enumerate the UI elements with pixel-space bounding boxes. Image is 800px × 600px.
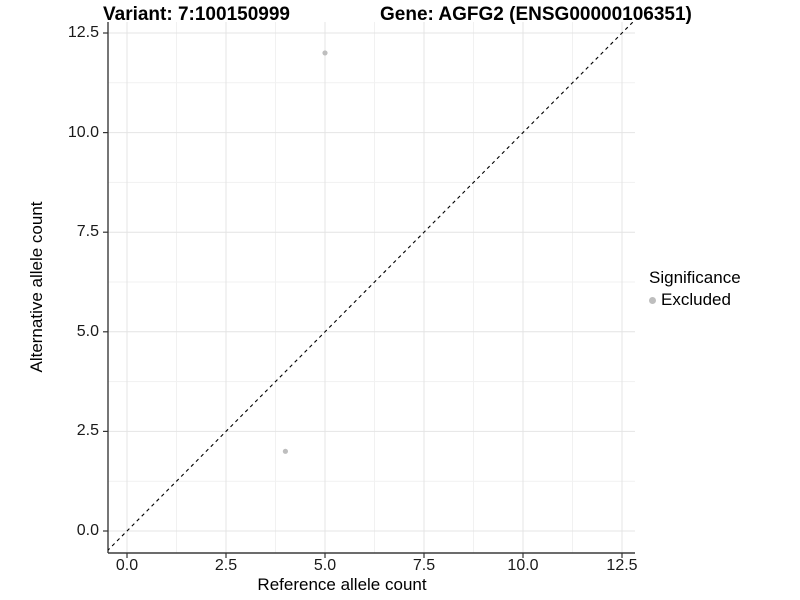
legend-item-excluded: Excluded <box>649 290 741 310</box>
x-tick-label: 2.5 <box>214 557 238 574</box>
plot-title-gene: Gene: AGFG2 (ENSG00000106351) <box>380 4 692 25</box>
plot-title-variant: Variant: 7:100150999 <box>103 4 290 25</box>
y-tick-label: 7.5 <box>76 223 99 241</box>
y-tick-label: 5.0 <box>76 322 99 340</box>
y-tick-label: 2.5 <box>76 422 99 440</box>
data-point <box>322 50 328 56</box>
x-axis-title: Reference allele count <box>257 575 427 594</box>
x-tick-label: 0.0 <box>115 557 139 574</box>
excluded-point-icon <box>649 296 656 304</box>
x-tick-label: 12.5 <box>606 557 638 574</box>
x-tick-label: 10.0 <box>507 557 539 574</box>
legend-title: Significance <box>649 268 741 287</box>
x-tick-label: 7.5 <box>412 557 436 574</box>
legend-item-label: Excluded <box>661 290 731 309</box>
y-tick-label: 12.5 <box>67 24 99 41</box>
data-point <box>282 448 288 454</box>
identity-dashed-line <box>108 22 634 551</box>
legend: Significance Excluded <box>649 268 741 310</box>
y-tick-label: 0.0 <box>76 522 99 539</box>
x-tick-label: 5.0 <box>313 557 337 574</box>
y-tick-label: 10.0 <box>67 123 99 141</box>
y-axis-title: Alternative allele count <box>27 201 46 373</box>
